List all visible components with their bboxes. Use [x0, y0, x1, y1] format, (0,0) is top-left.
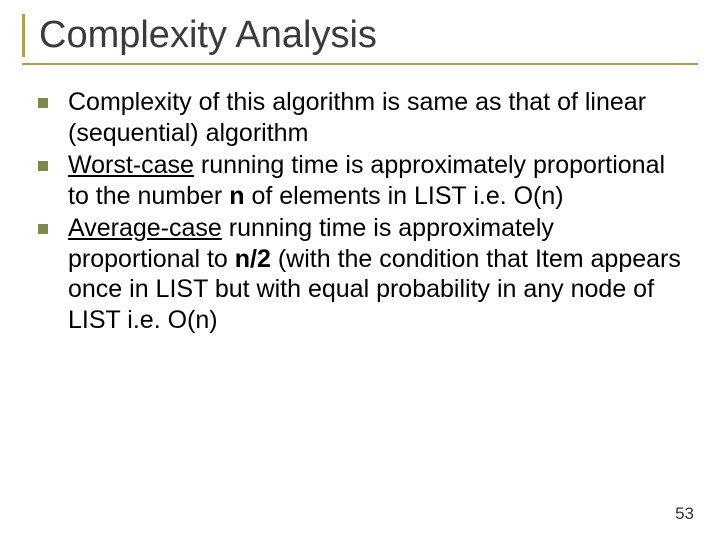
slide-title: Complexity Analysis [39, 14, 698, 57]
bullet-icon [38, 224, 48, 234]
list-item: Complexity of this algorithm is same as … [38, 87, 686, 148]
content-area: Complexity of this algorithm is same as … [22, 65, 698, 335]
list-item: Average-case running time is approximate… [38, 213, 686, 335]
title-container: Complexity Analysis [22, 14, 698, 57]
list-item: Worst-case running time is approximately… [38, 150, 686, 211]
bullet-icon [38, 161, 48, 171]
bullet-text: Worst-case running time is approximately… [68, 150, 686, 211]
bullet-text: Complexity of this algorithm is same as … [68, 87, 686, 148]
bullet-icon [38, 98, 48, 108]
bullet-text: Average-case running time is approximate… [68, 213, 686, 335]
page-number: 53 [675, 504, 694, 524]
slide: Complexity Analysis Complexity of this a… [0, 0, 720, 540]
